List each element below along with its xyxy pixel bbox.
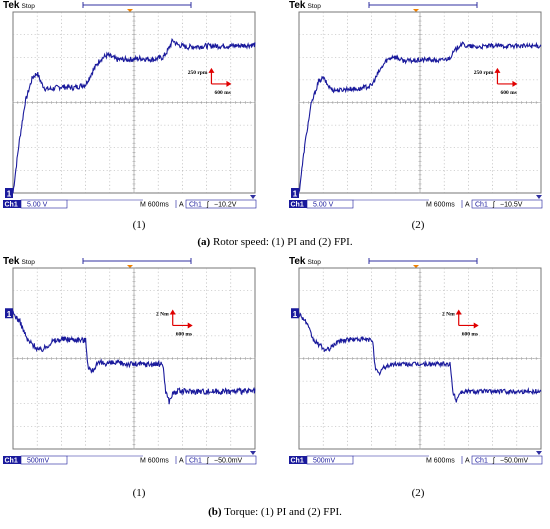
trigger-channel: Ch1 — [475, 458, 488, 465]
corner-marker — [536, 451, 542, 455]
oscilloscope-screen: 1 2 Nm 600 ms Ch1 500mV M 600ms A Ch1 ʃ −50.0mV — [289, 258, 543, 465]
channel-badge-label: Ch1 — [5, 458, 18, 465]
volts-per-div: 5.00 V — [27, 202, 48, 209]
channel-ground-label: 1 — [7, 310, 12, 319]
sublabel-speed-pi: (1) — [132, 219, 146, 231]
figure-caption-a: (a) Rotor speed: (1) PI and (2) FPI. — [197, 236, 353, 248]
channel-badge-label: Ch1 — [291, 458, 304, 465]
scale-arrowhead-right — [473, 322, 479, 329]
figure-caption-b: (b) Torque: (1) PI and (2) FPI. — [208, 506, 342, 518]
volts-per-div-box — [306, 199, 354, 209]
scale-arrowhead-right — [187, 322, 193, 329]
trigger-channel: Ch1 — [475, 202, 488, 209]
channel-ground-label: 1 — [7, 190, 12, 199]
corner-marker — [536, 195, 542, 199]
trigger-level: −50.0mV — [214, 458, 243, 465]
corner-marker — [250, 451, 256, 455]
timebase: M 600ms — [426, 202, 455, 209]
oscilloscope-screen: 1 250 rpm 600 ms Ch1 5.00 V M 600ms A Ch1 ʃ −10.2… — [3, 2, 257, 209]
trigger-mode: A — [179, 458, 184, 465]
sublabel-torque-fpi: (2) — [411, 487, 425, 499]
sublabel-torque-pi: (1) — [132, 487, 146, 499]
scale-arrowhead-right — [512, 80, 518, 87]
scale-label-horizontal: 600 ms — [176, 331, 192, 337]
signal-trace — [12, 38, 256, 194]
scale-label-vertical: 250 rpm — [474, 70, 494, 76]
trigger-box — [185, 455, 257, 465]
trigger-mode: A — [465, 458, 470, 465]
scale-label-vertical: 250 rpm — [188, 70, 208, 76]
trigger-position-marker — [413, 9, 419, 12]
channel-badge — [3, 200, 21, 208]
channel-ground-label: 1 — [293, 190, 298, 199]
scale-label-vertical: 2 Nm — [156, 311, 169, 317]
trigger-box — [471, 455, 543, 465]
scope-header: Tek Stop — [3, 256, 35, 267]
channel-badge — [289, 200, 307, 208]
trigger-channel: Ch1 — [189, 458, 202, 465]
scale-label-horizontal: 600 ms — [500, 90, 516, 96]
volts-per-div: 500mV — [313, 458, 336, 465]
timebase: M 600ms — [140, 202, 169, 209]
trigger-mode: A — [465, 202, 470, 209]
channel-badge — [3, 456, 21, 464]
scale-label-horizontal: 600 ms — [462, 331, 478, 337]
corner-marker — [250, 195, 256, 199]
sublabel-speed-fpi: (2) — [411, 219, 425, 231]
volts-per-div-box — [20, 455, 68, 465]
trigger-slope-icon: ʃ — [206, 202, 210, 209]
scale-label-vertical: 2 Nm — [442, 311, 455, 317]
trigger-slope-icon: ʃ — [492, 458, 496, 465]
trigger-box — [185, 199, 257, 209]
channel-ground-marker — [5, 188, 13, 198]
oscilloscope-screen: 1 2 Nm 600 ms Ch1 500mV M 600ms A Ch1 ʃ −50.0mV — [3, 258, 257, 465]
scale-arrowhead-up — [169, 309, 176, 315]
trigger-position-marker — [127, 265, 133, 268]
scope-header: Tek Stop — [289, 256, 321, 267]
scale-arrowhead-right — [226, 80, 232, 87]
trigger-box — [471, 199, 543, 209]
trigger-level: −50.0mV — [500, 458, 529, 465]
trigger-channel: Ch1 — [189, 202, 202, 209]
scale-arrowhead-up — [494, 67, 501, 73]
scope-header: Tek Stop — [289, 0, 321, 11]
trigger-slope-icon: ʃ — [206, 458, 210, 465]
scope-header: Tek Stop — [3, 0, 35, 11]
channel-ground-label: 1 — [293, 310, 298, 319]
timebase: M 600ms — [140, 458, 169, 465]
signal-trace — [12, 310, 256, 405]
scale-arrowhead-up — [208, 67, 215, 73]
signal-trace — [298, 41, 542, 193]
trigger-level: −10.5V — [500, 202, 523, 209]
channel-badge-label: Ch1 — [291, 202, 304, 209]
scale-label-horizontal: 600 ms — [214, 90, 230, 96]
volts-per-div-box — [20, 199, 68, 209]
scope-panel-torque-fpi: Tek Stop 1 2 Nm 600 ms Ch1 500mV M 600ms A Ch1 ʃ −… — [289, 256, 546, 466]
oscilloscope-screen: 1 250 rpm 600 ms Ch1 5.00 V M 600ms A Ch1 ʃ −10.5… — [289, 2, 543, 209]
scale-arrowhead-up — [455, 309, 462, 315]
channel-ground-marker — [5, 308, 13, 319]
volts-per-div: 500mV — [27, 458, 50, 465]
trigger-mode: A — [179, 202, 184, 209]
trigger-slope-icon: ʃ — [492, 202, 496, 209]
channel-badge-label: Ch1 — [5, 202, 18, 209]
channel-ground-marker — [291, 188, 299, 198]
trigger-level: −10.2V — [214, 202, 237, 209]
timebase: M 600ms — [426, 458, 455, 465]
scope-panel-torque-pi: Tek Stop 1 2 Nm 600 ms Ch1 500mV M 600ms A Ch1 ʃ −… — [3, 256, 260, 466]
signal-trace — [298, 312, 542, 403]
trigger-position-marker — [127, 9, 133, 12]
volts-per-div-box — [306, 455, 354, 465]
trigger-position-marker — [413, 265, 419, 268]
channel-ground-marker — [291, 308, 299, 319]
channel-badge — [289, 456, 307, 464]
volts-per-div: 5.00 V — [313, 202, 334, 209]
